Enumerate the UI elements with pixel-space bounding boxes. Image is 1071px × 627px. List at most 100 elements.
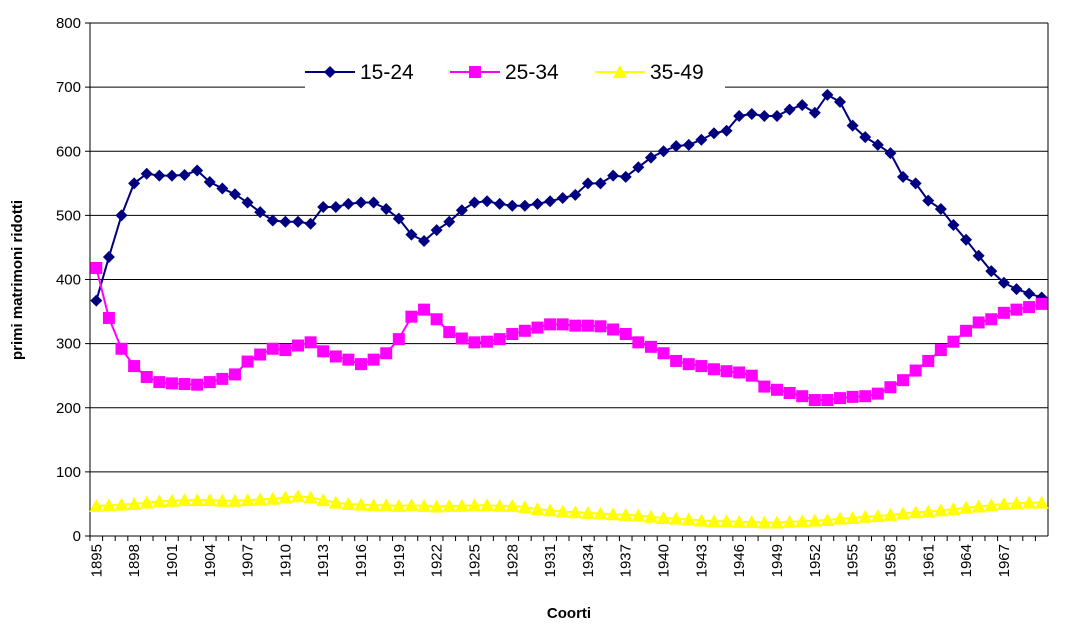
marker bbox=[128, 177, 141, 190]
marker bbox=[328, 495, 343, 509]
marker bbox=[971, 499, 986, 513]
marker bbox=[469, 66, 481, 78]
marker bbox=[960, 233, 973, 246]
marker bbox=[833, 511, 848, 525]
x-tick-label: 1907 bbox=[240, 544, 257, 577]
marker bbox=[354, 497, 369, 511]
marker bbox=[531, 197, 544, 210]
marker bbox=[530, 502, 545, 516]
marker bbox=[834, 392, 847, 405]
marker bbox=[279, 344, 292, 357]
marker bbox=[518, 199, 531, 212]
x-tick-label: 1958 bbox=[882, 544, 899, 577]
marker bbox=[291, 215, 304, 228]
marker bbox=[934, 202, 947, 215]
x-tick-label: 1949 bbox=[769, 544, 786, 577]
marker bbox=[152, 494, 167, 508]
marker bbox=[744, 514, 759, 528]
y-tick-label: 600 bbox=[56, 143, 81, 160]
x-tick-label: 1901 bbox=[164, 544, 181, 577]
marker bbox=[846, 390, 859, 403]
marker bbox=[657, 145, 670, 158]
marker bbox=[782, 514, 797, 528]
marker bbox=[324, 66, 336, 78]
marker bbox=[430, 313, 443, 326]
marker bbox=[391, 498, 406, 512]
marker bbox=[933, 503, 948, 517]
marker bbox=[745, 369, 758, 382]
marker bbox=[355, 196, 368, 209]
marker bbox=[921, 504, 936, 518]
marker bbox=[770, 109, 783, 122]
marker bbox=[581, 177, 594, 190]
marker bbox=[517, 500, 532, 514]
marker bbox=[909, 177, 922, 190]
marker bbox=[366, 498, 381, 512]
marker bbox=[656, 511, 671, 525]
marker bbox=[304, 336, 317, 349]
marker bbox=[367, 353, 380, 366]
marker bbox=[568, 505, 583, 519]
marker bbox=[317, 201, 330, 214]
marker bbox=[695, 360, 708, 373]
marker bbox=[153, 376, 166, 389]
marker bbox=[341, 496, 356, 510]
marker bbox=[543, 503, 558, 517]
marker bbox=[429, 499, 444, 513]
x-axis-label: Coorti bbox=[547, 605, 591, 622]
marker bbox=[859, 390, 872, 403]
marker bbox=[468, 196, 481, 209]
marker bbox=[240, 493, 255, 507]
marker bbox=[897, 374, 910, 387]
legend-label: 15-24 bbox=[360, 61, 414, 84]
marker bbox=[342, 197, 355, 210]
x-tick-label: 1928 bbox=[504, 544, 521, 577]
marker bbox=[858, 509, 873, 523]
marker bbox=[619, 328, 632, 341]
marker bbox=[997, 276, 1010, 289]
x-tick-label: 1961 bbox=[920, 544, 937, 577]
marker bbox=[1023, 301, 1036, 314]
marker bbox=[1034, 495, 1049, 509]
x-tick-label: 1937 bbox=[618, 544, 635, 577]
series-line bbox=[95, 93, 1042, 301]
marker bbox=[581, 319, 594, 332]
marker bbox=[1022, 495, 1037, 509]
marker bbox=[593, 506, 608, 520]
marker bbox=[290, 489, 305, 503]
y-tick-label: 700 bbox=[56, 79, 81, 96]
marker bbox=[670, 354, 683, 367]
y-tick-label: 200 bbox=[56, 400, 81, 417]
marker bbox=[455, 332, 468, 345]
marker bbox=[165, 169, 178, 182]
marker bbox=[506, 199, 519, 212]
marker bbox=[89, 498, 104, 512]
marker bbox=[443, 326, 456, 339]
x-tick-label: 1916 bbox=[353, 544, 370, 577]
marker bbox=[90, 261, 103, 274]
marker bbox=[997, 306, 1010, 319]
marker bbox=[228, 368, 241, 381]
marker bbox=[669, 511, 684, 525]
marker bbox=[569, 188, 582, 201]
marker bbox=[443, 215, 456, 228]
marker bbox=[631, 508, 646, 522]
marker bbox=[984, 498, 999, 512]
marker bbox=[241, 196, 254, 209]
marker bbox=[202, 493, 217, 507]
marker bbox=[329, 350, 342, 363]
marker bbox=[1023, 287, 1036, 300]
legend: 15-24 25-34 35-49 bbox=[305, 52, 725, 90]
marker bbox=[733, 366, 746, 379]
marker bbox=[115, 209, 128, 222]
marker bbox=[468, 336, 481, 349]
marker bbox=[719, 514, 734, 528]
marker bbox=[481, 195, 494, 208]
y-tick-label: 400 bbox=[56, 272, 81, 289]
marker bbox=[392, 333, 405, 346]
marker bbox=[959, 500, 974, 514]
marker bbox=[253, 492, 268, 506]
marker bbox=[796, 390, 809, 403]
marker bbox=[191, 378, 204, 391]
